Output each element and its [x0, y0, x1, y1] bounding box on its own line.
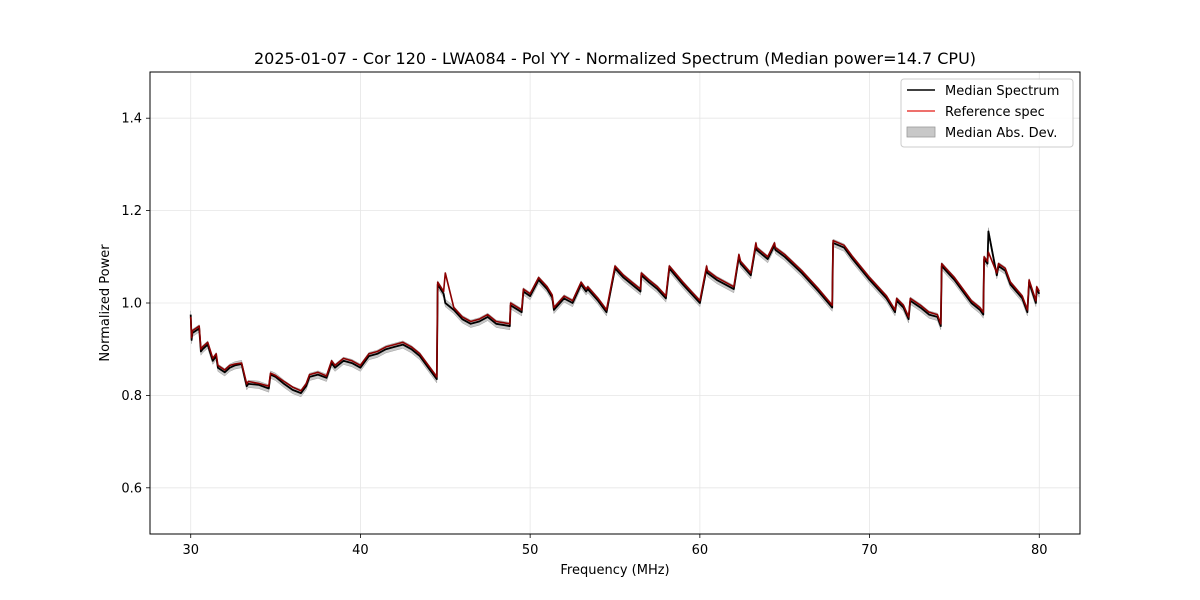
chart-title: 2025-01-07 - Cor 120 - LWA084 - Pol YY -…: [254, 49, 976, 68]
y-tick-label: 1.2: [121, 204, 142, 219]
x-axis-ticks: 30 40 50 60 70 80: [182, 534, 1048, 558]
legend: Median Spectrum Reference spec Median Ab…: [900, 78, 1074, 148]
y-tick-label: 1.4: [121, 112, 142, 127]
legend-median-label: Median Spectrum: [945, 84, 1059, 99]
y-axis-ticks: 0.6 0.8 1.0 1.2 1.4: [121, 112, 150, 496]
median-spectrum-line: [189, 230, 1041, 395]
x-axis-label: Frequency (MHz): [560, 563, 669, 578]
legend-box: [900, 78, 1074, 148]
legend-mad-swatch: [906, 126, 936, 138]
y-tick-label: 0.8: [121, 389, 142, 404]
x-tick-label: 40: [352, 543, 369, 558]
x-tick-label: 70: [861, 543, 878, 558]
y-tick-label: 1.0: [121, 297, 142, 312]
legend-mad-label: Median Abs. Dev.: [945, 126, 1057, 141]
y-axis-label: Normalized Power: [98, 244, 113, 362]
reference-spectrum-line: [189, 239, 1041, 392]
x-tick-label: 50: [522, 543, 539, 558]
x-tick-label: 80: [1031, 543, 1048, 558]
x-tick-label: 60: [692, 543, 709, 558]
series-layer: [189, 230, 1041, 395]
x-tick-label: 30: [182, 543, 199, 558]
y-tick-label: 0.6: [121, 481, 142, 496]
legend-reference-label: Reference spec: [945, 105, 1045, 120]
